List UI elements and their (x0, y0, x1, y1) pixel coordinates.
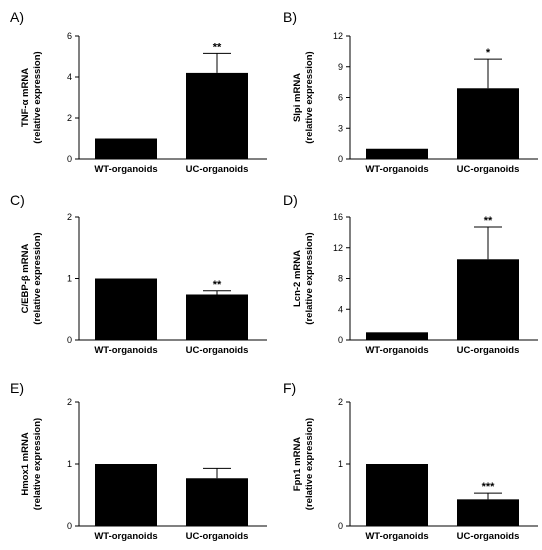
y-axis-label: (relative expression) (32, 418, 43, 510)
x-tick-label: UC-organoids (457, 531, 520, 542)
y-tick-label: 6 (338, 93, 343, 103)
y-axis-label: (relative expression) (32, 232, 43, 324)
y-axis-label: Slpi mRNA (292, 73, 303, 122)
bar-uc-organoids (457, 259, 519, 340)
y-tick-label: 12 (333, 243, 343, 253)
y-tick-label: 16 (333, 212, 343, 222)
chart-panel-1: A) TNF-α mRNA (relative expression) 0 2 4 6 WT-… (10, 9, 267, 175)
bar-wt-organoids (95, 138, 157, 159)
significance-marker: ** (213, 279, 222, 291)
y-tick-label: 4 (338, 304, 343, 314)
x-tick-label: WT-organoids (94, 164, 157, 175)
y-tick-label: 2 (67, 212, 72, 222)
y-tick-label: 0 (67, 335, 72, 345)
x-tick-label: UC-organoids (457, 164, 520, 175)
y-axis-label: Fpn1 mRNA (292, 437, 303, 492)
x-tick-label: WT-organoids (94, 531, 157, 542)
y-tick-label: 0 (338, 521, 343, 531)
y-axis-label: (relative expression) (304, 232, 315, 324)
chart-panel-3: C) C/EBP-β mRNA (relative expression) 0 1 2 WT… (10, 192, 267, 356)
y-tick-label: 12 (333, 31, 343, 41)
x-tick-label: WT-organoids (365, 164, 428, 175)
y-tick-label: 1 (67, 459, 72, 469)
bar-uc-organoids (186, 72, 248, 159)
bar-wt-organoids (366, 332, 428, 340)
y-tick-label: 6 (67, 31, 72, 41)
panel-letter: E) (10, 380, 24, 396)
significance-marker: * (486, 47, 491, 59)
x-tick-label: UC-organoids (186, 345, 249, 356)
bar-wt-organoids (366, 148, 428, 159)
y-tick-label: 1 (67, 274, 72, 284)
y-tick-label: 0 (67, 154, 72, 164)
chart-panel-6: F) Fpn1 mRNA (relative expression) 0 1 2 WT-or… (283, 380, 538, 542)
bar-uc-organoids (186, 294, 248, 340)
x-tick-label: WT-organoids (94, 345, 157, 356)
y-axis-label: (relative expression) (304, 418, 315, 510)
bar-wt-organoids (95, 278, 157, 340)
y-tick-label: 1 (338, 459, 343, 469)
significance-marker: ** (213, 41, 222, 53)
y-tick-label: 3 (338, 123, 343, 133)
y-tick-label: 9 (338, 62, 343, 72)
chart-panel-5: E) Hmox1 mRNA (relative expression) 0 1 2 WT-o… (10, 380, 267, 542)
bar-wt-organoids (95, 464, 157, 526)
bar-uc-organoids (457, 499, 519, 526)
bar-wt-organoids (366, 464, 428, 526)
y-tick-label: 2 (67, 397, 72, 407)
y-tick-label: 0 (338, 335, 343, 345)
y-tick-label: 0 (338, 154, 343, 164)
x-tick-label: UC-organoids (186, 531, 249, 542)
significance-marker: *** (482, 481, 496, 493)
y-axis-label: Lcn-2 mRNA (292, 250, 303, 307)
x-tick-label: WT-organoids (365, 531, 428, 542)
y-axis-label: (relative expression) (304, 51, 315, 143)
y-axis-label: Hmox1 mRNA (20, 432, 31, 495)
y-axis-label: (relative expression) (32, 51, 43, 143)
panel-letter: C) (10, 192, 25, 208)
y-tick-label: 2 (338, 397, 343, 407)
significance-marker: ** (484, 215, 493, 227)
panel-letter: D) (283, 192, 298, 208)
panel-letter: A) (10, 9, 24, 25)
x-tick-label: UC-organoids (186, 164, 249, 175)
y-axis-label: C/EBP-β mRNA (20, 244, 31, 314)
y-tick-label: 0 (67, 521, 72, 531)
x-tick-label: WT-organoids (365, 345, 428, 356)
bar-uc-organoids (186, 478, 248, 526)
chart-panel-4: D) Lcn-2 mRNA (relative expression) 0 4 8 12 16… (283, 192, 538, 356)
bar-uc-organoids (457, 88, 519, 159)
y-tick-label: 4 (67, 72, 72, 82)
panel-letter: B) (283, 9, 297, 25)
y-tick-label: 8 (338, 274, 343, 284)
panel-letter: F) (283, 380, 296, 396)
x-tick-label: UC-organoids (457, 345, 520, 356)
y-tick-label: 2 (67, 113, 72, 123)
y-axis-label: TNF-α mRNA (20, 68, 31, 127)
chart-panel-2: B) Slpi mRNA (relative expression) 0 3 6 9 12 WT… (283, 9, 538, 175)
